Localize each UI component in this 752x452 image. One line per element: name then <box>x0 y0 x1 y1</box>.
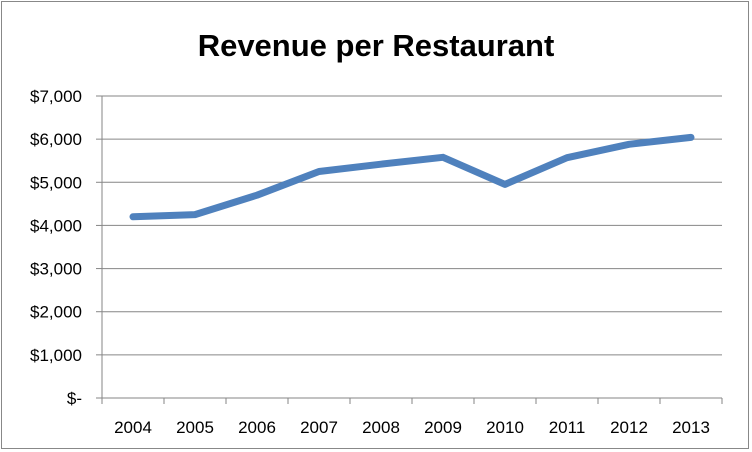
y-tick-label: $- <box>67 389 82 408</box>
y-tick-label: $3,000 <box>30 260 82 279</box>
chart-title: Revenue per Restaurant <box>197 28 555 63</box>
y-tick-label: $7,000 <box>30 87 82 106</box>
x-tick-label: 2004 <box>114 418 152 437</box>
x-tick-label: 2013 <box>672 418 710 437</box>
x-tick-label: 2012 <box>610 418 648 437</box>
series-line <box>129 133 695 221</box>
x-tick-label: 2010 <box>486 418 524 437</box>
y-tick-label: $1,000 <box>30 346 82 365</box>
axes <box>96 95 723 404</box>
y-tick-label: $6,000 <box>30 130 82 149</box>
y-tick-labels: $- $1,000 $2,000 $3,000 $4,000 $5,000 $6,000 $7… <box>30 87 82 408</box>
x-tick-label: 2005 <box>176 418 214 437</box>
series-group <box>129 133 695 221</box>
x-tick-labels: 2004 2005 2006 2007 2008 2009 2010 2011 2012 2013 <box>114 418 710 437</box>
y-tick-label: $5,000 <box>30 173 82 192</box>
y-tick-label: $2,000 <box>30 303 82 322</box>
x-tick-label: 2006 <box>238 418 276 437</box>
gridlines <box>102 95 722 356</box>
y-tick-label: $4,000 <box>30 216 82 235</box>
x-tick-label: 2007 <box>300 418 338 437</box>
x-tick-label: 2011 <box>549 418 586 437</box>
x-tick-label: 2008 <box>362 418 400 437</box>
x-tick-label: 2009 <box>424 418 462 437</box>
